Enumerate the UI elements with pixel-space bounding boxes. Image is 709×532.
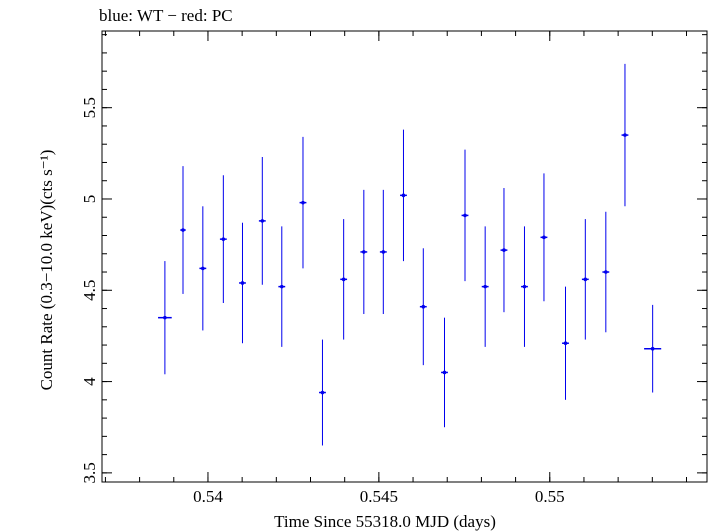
data-point — [299, 136, 307, 269]
point-marker — [421, 304, 426, 309]
data-points — [158, 63, 662, 446]
data-point — [481, 226, 489, 347]
data-point — [419, 248, 427, 366]
point-marker — [240, 281, 245, 285]
data-point — [379, 189, 387, 315]
y-tick-label: 4.5 — [80, 280, 99, 301]
data-point — [621, 63, 629, 207]
point-marker — [181, 228, 185, 232]
y-tick-label: 3.5 — [80, 462, 99, 483]
point-marker — [279, 284, 284, 289]
data-point — [219, 175, 227, 304]
axis-ticks — [102, 31, 707, 482]
point-marker — [221, 237, 226, 241]
point-marker — [563, 341, 568, 346]
x-tick-label: 0.545 — [360, 487, 398, 506]
point-marker — [522, 284, 527, 289]
data-point — [239, 222, 246, 344]
point-marker — [650, 346, 655, 351]
point-marker — [442, 370, 447, 375]
data-point — [602, 211, 610, 333]
x-tick-label: 0.54 — [193, 487, 223, 506]
point-marker — [201, 266, 205, 271]
data-point — [258, 156, 266, 285]
point-marker — [362, 250, 366, 254]
point-marker — [542, 235, 546, 240]
data-point — [441, 317, 448, 428]
chart-title: blue: WT − red: PC — [99, 6, 233, 25]
point-marker — [623, 133, 627, 137]
y-tick-label: 5 — [80, 195, 99, 204]
point-marker — [381, 250, 386, 254]
data-point — [400, 129, 407, 262]
point-marker — [502, 248, 506, 252]
point-marker — [583, 277, 588, 282]
point-marker — [463, 213, 467, 218]
data-point — [319, 339, 326, 446]
x-axis-label: Time Since 55318.0 MJD (days) — [274, 512, 496, 531]
point-marker — [163, 315, 167, 320]
point-marker — [483, 284, 487, 289]
data-point — [360, 189, 368, 315]
data-point — [158, 261, 172, 375]
point-marker — [301, 200, 305, 205]
data-point — [581, 219, 589, 340]
data-point — [340, 219, 348, 340]
plot-frame — [101, 30, 708, 483]
data-point — [278, 226, 286, 347]
data-point — [562, 286, 569, 400]
y-axis-label: Count Rate (0.3−10.0 keV)(cts s⁻¹) — [37, 150, 56, 391]
y-tick-label: 4 — [80, 377, 99, 386]
data-point — [199, 206, 207, 331]
data-point — [500, 188, 508, 313]
data-point — [461, 149, 469, 282]
tick-labels: 0.54 0.545 0.55 3.5 4 4.5 5 5.5 — [80, 97, 565, 506]
x-tick-label: 0.55 — [535, 487, 565, 506]
point-marker — [604, 270, 608, 274]
data-point — [540, 173, 548, 302]
point-marker — [401, 193, 406, 198]
data-point — [644, 304, 662, 393]
point-marker — [341, 277, 346, 282]
point-marker — [320, 390, 325, 395]
data-point — [180, 166, 186, 294]
y-tick-label: 5.5 — [80, 97, 99, 118]
point-marker — [260, 219, 265, 223]
data-point — [521, 226, 528, 347]
